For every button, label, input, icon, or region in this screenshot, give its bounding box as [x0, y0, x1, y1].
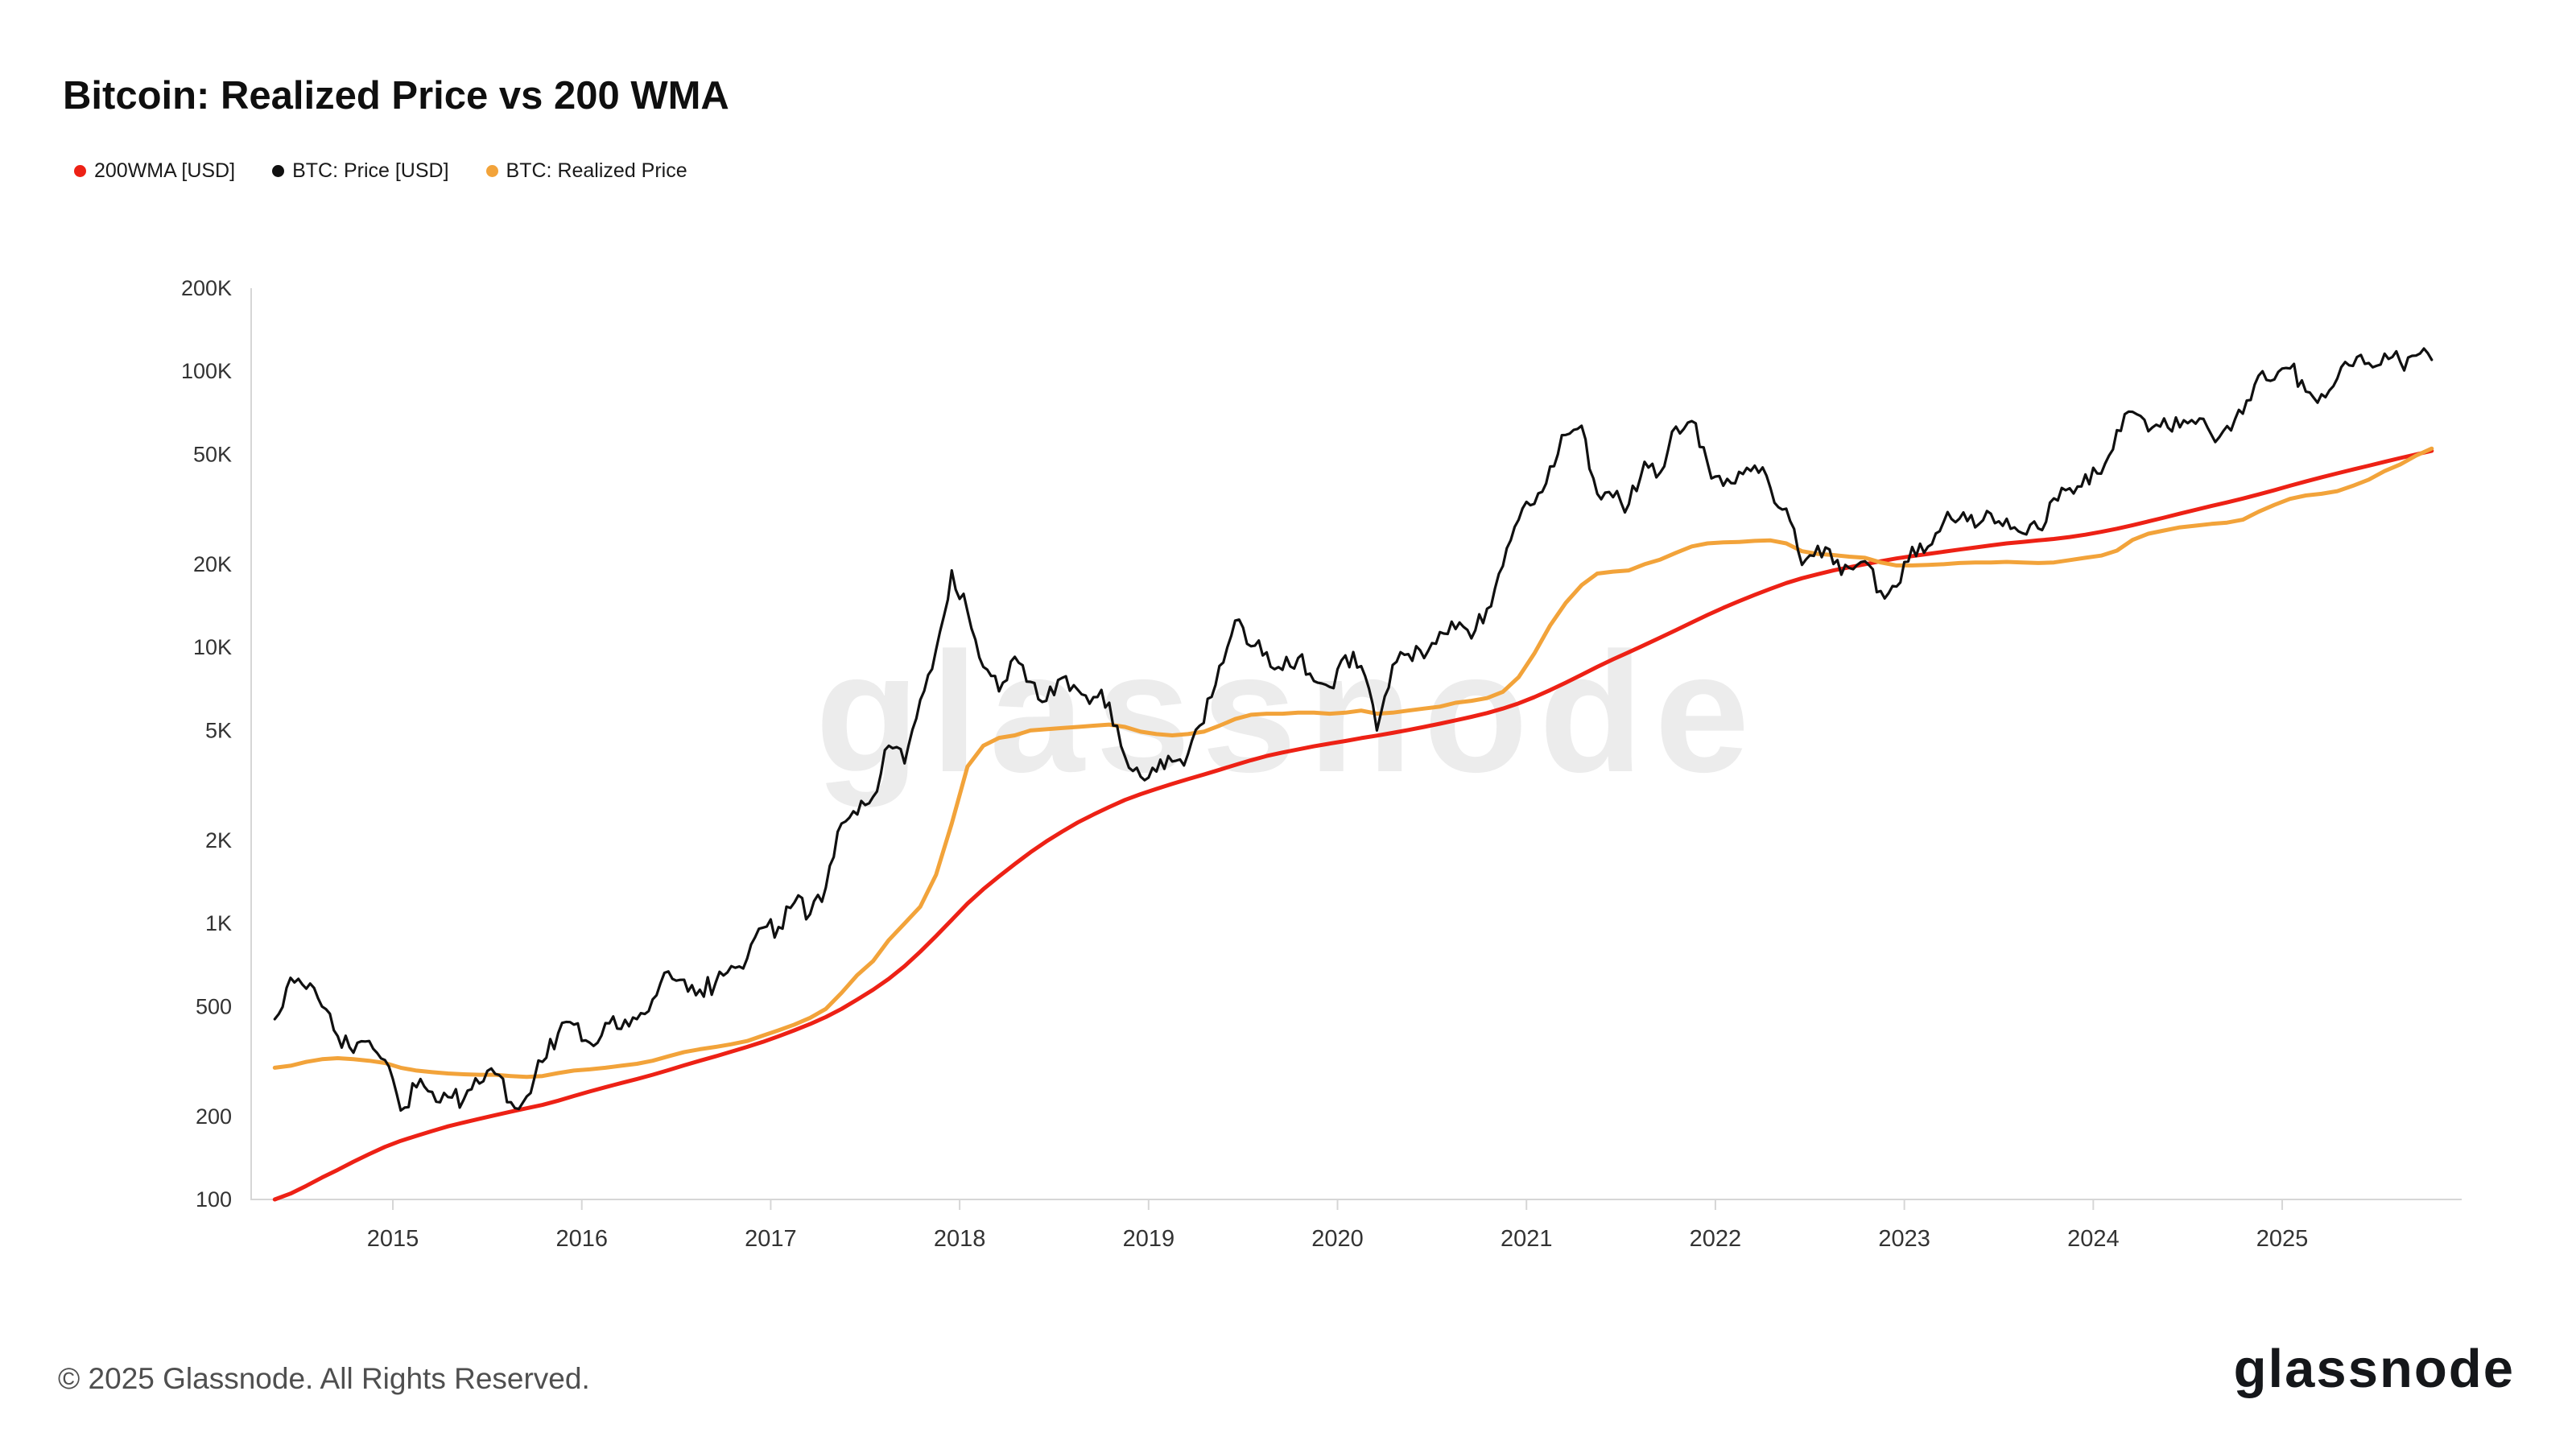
svg-text:200: 200: [196, 1104, 232, 1129]
svg-text:2025: 2025: [2256, 1226, 2309, 1252]
legend-dot-btc-price-icon: [272, 165, 285, 177]
glassnode-logo: glassnode: [2233, 1339, 2515, 1399]
svg-text:2020: 2020: [1311, 1226, 1364, 1252]
svg-text:100K: 100K: [181, 359, 232, 383]
legend-item-200wma[interactable]: 200WMA [USD]: [74, 159, 235, 183]
svg-text:2015: 2015: [367, 1226, 419, 1252]
svg-text:2022: 2022: [1690, 1226, 1742, 1252]
svg-text:10K: 10K: [193, 635, 232, 659]
legend-item-realized-price[interactable]: BTC: Realized Price: [485, 159, 687, 183]
legend-label-200wma: 200WMA [USD]: [94, 159, 236, 182]
svg-text:20K: 20K: [193, 552, 232, 576]
axes: [250, 288, 2462, 1200]
legend-label-realized-price: BTC: Realized Price: [506, 159, 687, 182]
legend-dot-realized-price-icon: [485, 165, 498, 177]
svg-text:500: 500: [196, 994, 232, 1018]
series-200wma-usd: [272, 448, 2434, 1202]
svg-text:200K: 200K: [181, 276, 232, 300]
svg-text:2016: 2016: [555, 1226, 608, 1252]
svg-text:2024: 2024: [2067, 1226, 2120, 1252]
series-btc-price-usd: [273, 347, 2434, 1113]
legend-dot-200wma-icon: [74, 165, 86, 177]
svg-text:2K: 2K: [205, 828, 232, 852]
svg-text:2023: 2023: [1878, 1226, 1930, 1252]
svg-text:2019: 2019: [1123, 1226, 1175, 1252]
svg-text:5K: 5K: [205, 718, 232, 742]
series-btc-realized-price: [272, 446, 2434, 1080]
svg-text:2017: 2017: [745, 1226, 797, 1252]
copyright-text: © 2025 Glassnode. All Rights Reserved.: [58, 1362, 590, 1395]
page-title: Bitcoin: Realized Price vs 200 WMA: [63, 73, 729, 118]
legend-label-btc-price: BTC: Price [USD]: [292, 159, 449, 182]
series-lines: [272, 347, 2434, 1202]
svg-text:2021: 2021: [1501, 1226, 1553, 1252]
y-axis-labels: 200K 100K 50K 20K 10K 5K 2K 1K 500 200 100: [181, 276, 232, 1212]
x-axis-labels: 2015 2016 2017 2018 2019 2020 2021 2022 2023 2024…: [367, 1199, 2309, 1252]
legend-item-btc-price[interactable]: BTC: Price [USD]: [272, 159, 449, 183]
svg-text:2018: 2018: [934, 1226, 986, 1252]
svg-text:50K: 50K: [193, 442, 232, 466]
legend: 200WMA [USD] BTC: Price [USD] BTC: Reali…: [74, 159, 687, 183]
svg-text:1K: 1K: [205, 911, 232, 935]
svg-text:100: 100: [196, 1187, 232, 1212]
